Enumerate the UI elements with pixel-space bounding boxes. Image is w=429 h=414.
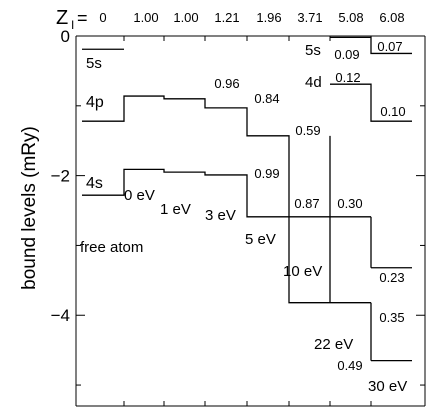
level-name-4s: 4s (86, 175, 103, 192)
zi-value: 5.08 (338, 10, 363, 25)
level-name-5s-right: 5s (305, 42, 321, 59)
level-labels: 5s 4p 4s 5s 4d free atom 0 eV 1 eV 3 eV 5 eV 10 eV… (80, 39, 407, 395)
y-tick-label: −4 (51, 306, 70, 325)
occupation-label: 0.99 (254, 166, 279, 181)
level-line-4d (330, 83, 412, 122)
zi-values-row: Z I = 0 1.00 1.00 1.21 1.96 3.71 5.08 6.08 (56, 7, 405, 32)
zi-value: 1.96 (256, 10, 281, 25)
occupation-label: 0.35 (379, 310, 404, 325)
level-name-4p: 4p (86, 94, 104, 111)
occupation-label: 0.30 (337, 196, 362, 211)
zi-value: 6.08 (379, 10, 404, 25)
temperature-label: 5 eV (245, 231, 276, 248)
zi-value: 3.71 (297, 10, 322, 25)
occupation-label: 0.87 (294, 196, 319, 211)
temperature-label: 3 eV (205, 207, 236, 224)
zi-value: 0 (99, 10, 106, 25)
level-lines (82, 36, 412, 362)
occupation-label: 0.12 (335, 70, 360, 85)
level-name-4d: 4d (305, 74, 322, 91)
zi-value: 1.00 (133, 10, 158, 25)
zi-symbol: Z (56, 7, 68, 29)
level-name-5s: 5s (86, 55, 102, 72)
level-line-5s (82, 36, 412, 55)
occupation-label: 0.84 (254, 91, 279, 106)
y-axis-label: bound levels (mRy) (19, 126, 40, 290)
temperature-label: 10 eV (283, 263, 322, 280)
free-atom-label: free atom (80, 239, 143, 256)
occupation-label: 0.96 (214, 76, 239, 91)
temperature-label: 0 eV (124, 187, 155, 204)
level-line-4p (82, 95, 412, 362)
temperature-label: 22 eV (314, 336, 353, 353)
temperature-label: 1 eV (160, 201, 191, 218)
temperature-label: 30 eV (368, 378, 407, 395)
occupation-label: 0.07 (377, 39, 402, 54)
axes: 0 −2 −4 (51, 27, 426, 407)
occupation-label: 0.09 (334, 47, 359, 62)
level-line-4s (82, 168, 412, 269)
occupation-label: 0.23 (379, 270, 404, 285)
occupation-label: 0.59 (295, 123, 320, 138)
zi-equals: = (77, 8, 88, 28)
occupation-label: 0.49 (337, 358, 362, 373)
zi-value: 1.00 (173, 10, 198, 25)
zi-subscript: I (71, 18, 74, 32)
y-tick-label: 0 (61, 27, 70, 46)
occupation-label: 0.10 (380, 104, 405, 119)
y-tick-label: −2 (51, 167, 70, 186)
zi-value: 1.21 (214, 10, 239, 25)
